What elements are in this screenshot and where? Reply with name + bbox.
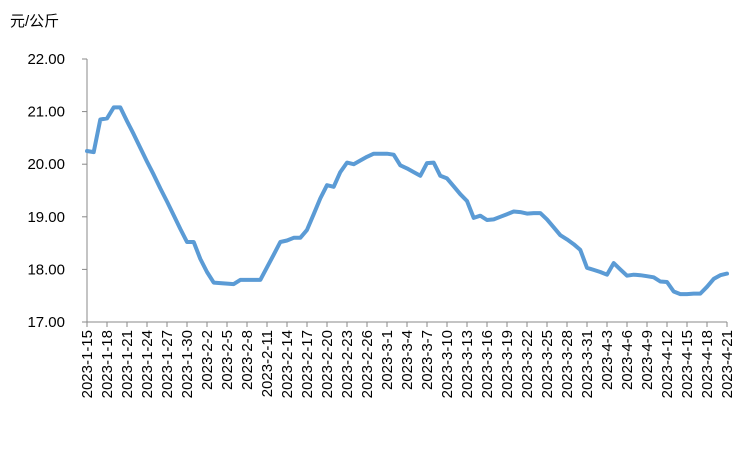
x-tick-label: 2023-2-17 — [299, 330, 316, 398]
x-tick-label: 2023-3-10 — [439, 330, 456, 398]
y-tick-label: 21.00 — [27, 104, 65, 121]
x-tick-label: 2023-3-4 — [399, 330, 416, 390]
x-tick-label: 2023-3-31 — [579, 330, 596, 398]
x-tick-label: 2023-2-23 — [339, 330, 356, 398]
x-tick-label: 2023-2-14 — [279, 330, 296, 398]
x-tick-label: 2023-2-8 — [239, 330, 256, 390]
x-tick-label: 2023-4-21 — [719, 330, 736, 398]
x-tick-label: 2023-3-7 — [419, 330, 436, 390]
x-tick-label: 2023-4-15 — [679, 330, 696, 398]
y-tick-label: 18.00 — [27, 261, 65, 278]
y-tick-label: 19.00 — [27, 209, 65, 226]
x-tick-label: 2023-3-19 — [499, 330, 516, 398]
x-tick-label: 2023-4-9 — [639, 330, 656, 390]
x-tick-label: 2023-1-27 — [159, 330, 176, 398]
x-tick-label: 2023-2-26 — [359, 330, 376, 398]
x-tick-label: 2023-2-5 — [219, 330, 236, 390]
x-tick-label: 2023-2-2 — [199, 330, 216, 390]
x-tick-label: 2023-1-15 — [79, 330, 96, 398]
x-tick-label: 2023-3-28 — [559, 330, 576, 398]
x-tick-label: 2023-1-30 — [179, 330, 196, 398]
x-tick-label: 2023-3-1 — [379, 330, 396, 390]
y-tick-label: 22.00 — [27, 51, 65, 68]
x-tick-label: 2023-3-22 — [519, 330, 536, 398]
x-tick-label: 2023-4-6 — [619, 330, 636, 390]
line-series — [85, 105, 729, 297]
y-tick-label: 17.00 — [27, 314, 65, 331]
x-tick-label: 2023-2-20 — [319, 330, 336, 398]
x-tick-label: 2023-4-3 — [599, 330, 616, 390]
y-axis-label: 元/公斤 — [10, 13, 59, 30]
x-tick-label: 2023-4-12 — [659, 330, 676, 398]
x-tick-label: 2023-4-18 — [699, 330, 716, 398]
y-tick-label: 20.00 — [27, 156, 65, 173]
x-tick-label: 2023-2-11 — [259, 330, 276, 397]
x-tick-label: 2023-3-13 — [459, 330, 476, 398]
x-tick-label: 2023-3-25 — [539, 330, 556, 398]
x-tick-label: 2023-3-16 — [479, 330, 496, 398]
x-tick-label: 2023-1-24 — [139, 330, 156, 398]
x-tick-label: 2023-1-21 — [119, 330, 136, 398]
x-tick-label: 2023-1-18 — [99, 330, 116, 398]
